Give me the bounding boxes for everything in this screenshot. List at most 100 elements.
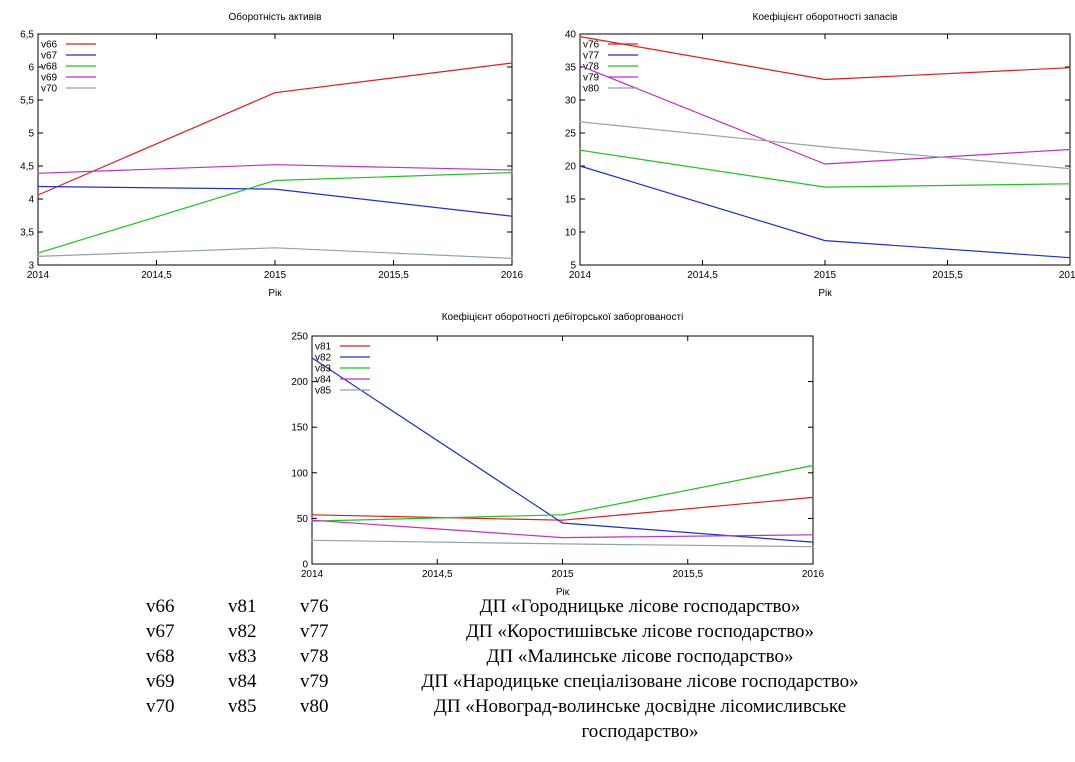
data-point [812, 464, 814, 467]
legend-label: v79 [583, 73, 600, 84]
x-axis-label: Рік [556, 587, 570, 598]
data-point [311, 514, 313, 516]
y-tick-label: 200 [291, 377, 308, 388]
y-tick-label: 250 [291, 332, 308, 343]
legend-label: v69 [41, 73, 58, 84]
data-point [1069, 67, 1071, 69]
plot-frame [37, 33, 513, 266]
legend-code: v79 [300, 671, 329, 692]
chart-title: Коефіцієнт оборотності запасів [753, 11, 898, 23]
x-axis-label: Рік [818, 288, 832, 299]
y-tick-label: 4,5 [20, 162, 34, 173]
plot-frame [579, 33, 1071, 266]
legend-label: v77 [583, 51, 600, 62]
data-point [37, 172, 39, 174]
x-tick-label: 2014 [569, 270, 592, 281]
legend-enterprise-name: ДП «Коростишівське лісове господарство» [465, 621, 815, 642]
data-point [579, 65, 581, 67]
y-tick-label: 150 [291, 423, 308, 434]
x-tick-label: 2015,5 [932, 270, 963, 281]
data-point [311, 539, 313, 541]
data-point [311, 357, 313, 359]
data-point [274, 92, 276, 94]
legend-label: v66 [41, 40, 58, 51]
chart-title: Оборотність активів [229, 11, 322, 23]
chart-inventory-turnover: Коефіцієнт оборотності запасів 5 10 15 20 25 3… [565, 11, 1075, 299]
x-tick-label: 2014,5 [422, 569, 453, 580]
data-point [561, 536, 564, 539]
y-tick-label: 4 [28, 195, 34, 206]
y-tick-label: 35 [565, 63, 577, 74]
legend-code: v82 [228, 621, 257, 642]
x-tick-label: 2015,5 [378, 270, 409, 281]
y-tick-label: 0 [302, 560, 308, 571]
data-point [37, 255, 39, 258]
legend-code: v66 [146, 596, 175, 617]
legend-code: v83 [228, 646, 257, 667]
y-tick-label: 5,5 [20, 96, 34, 107]
x-tick-label: 2016 [1059, 270, 1075, 281]
series-line-v67 [37, 185, 513, 217]
data-point [824, 78, 826, 81]
y-tick-label: 6 [28, 63, 34, 74]
data-point [824, 163, 826, 165]
legend-enterprise-name: ДП «Новоград-волинське досвідне лісомисл… [433, 696, 847, 717]
legend-code: v69 [146, 671, 175, 692]
legend-table-row: v67 v82 v77 ДП «Коростишівське лісове го… [0, 621, 1075, 646]
data-point [511, 172, 513, 174]
x-tick-label: 2014 [27, 270, 50, 281]
legend-enterprise-name: ДП «Городницьке лісове господарство» [479, 596, 801, 617]
data-point [824, 146, 826, 148]
data-point [1069, 148, 1071, 151]
data-point [561, 543, 564, 545]
legend-code: v78 [300, 646, 329, 667]
legend-table-row: v70 v85 v80 ДП «Новоград-волинське досві… [0, 696, 1075, 721]
legend-code: v68 [146, 646, 175, 667]
data-point [561, 519, 564, 521]
legend-label: v80 [583, 84, 600, 95]
y-tick-label: 10 [565, 228, 577, 239]
x-tick-label: 2014,5 [141, 270, 172, 281]
series-line-v76 [579, 36, 1071, 81]
legend-label: v83 [315, 364, 332, 375]
data-point [274, 188, 276, 190]
legend-table-row: v66 v81 v76 ДП «Городницьке лісове госпо… [0, 596, 1075, 621]
legend-label: v78 [583, 62, 600, 73]
legend-label: v84 [315, 375, 332, 386]
legend-code: v80 [300, 696, 329, 717]
legend-label: v67 [41, 51, 58, 62]
y-tick-label: 15 [565, 195, 577, 206]
data-point [37, 194, 39, 196]
data-point [511, 257, 513, 259]
data-point [579, 36, 581, 38]
data-point [561, 522, 564, 524]
data-point [812, 546, 814, 548]
data-point [579, 165, 581, 167]
x-tick-label: 2016 [802, 569, 825, 580]
data-point [579, 149, 581, 151]
series-line-v70 [37, 247, 513, 259]
x-tick-label: 2015 [814, 270, 837, 281]
data-point [311, 519, 313, 521]
data-point [511, 215, 513, 217]
series-legend-table: v66 v81 v76 ДП «Городницьке лісове госпо… [0, 596, 1075, 746]
legend-code: v70 [146, 696, 175, 717]
y-tick-label: 3 [28, 261, 34, 272]
data-point [812, 534, 814, 536]
legend-label: v76 [583, 40, 600, 51]
x-tick-label: 2016 [501, 270, 524, 281]
series-line-v78 [579, 149, 1071, 188]
x-tick-label: 2015 [264, 270, 287, 281]
legend-enterprise-name: ДП «Малинське лісове господарство» [486, 646, 794, 667]
data-point [37, 185, 39, 188]
legend-label: v68 [41, 62, 58, 73]
y-tick-label: 5 [570, 261, 576, 272]
data-point [274, 164, 276, 166]
chart-turnover-assets: Оборотність активів 3 3,5 4 4,5 5 5,5 6 6,5 2014 2… [20, 11, 524, 299]
legend-enterprise-name: ДП «Народицьке спеціалізоване лісове гос… [421, 671, 859, 692]
data-point [511, 62, 513, 64]
legend-table-row: v69 v84 v79 ДП «Народицьке спеціалізован… [0, 671, 1075, 696]
legend-code: v67 [146, 621, 175, 642]
y-tick-label: 6,5 [20, 30, 34, 41]
y-tick-label: 30 [565, 96, 577, 107]
